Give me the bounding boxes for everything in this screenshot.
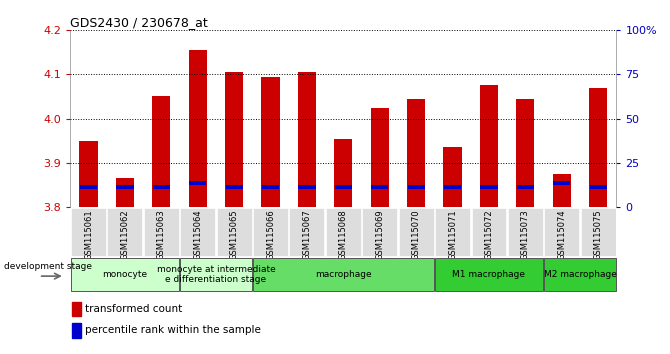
FancyBboxPatch shape (581, 207, 616, 256)
Bar (189, 50, 207, 207)
Bar (480, 85, 498, 207)
Bar (589, 87, 607, 207)
Bar (553, 174, 571, 207)
Bar (517, 185, 534, 189)
Text: monocyte: monocyte (103, 270, 147, 279)
Bar (116, 178, 134, 207)
FancyBboxPatch shape (144, 207, 179, 256)
Bar (262, 185, 279, 189)
Text: GDS2430 / 230678_at: GDS2430 / 230678_at (70, 16, 208, 29)
FancyBboxPatch shape (362, 207, 397, 256)
Text: GSM115071: GSM115071 (448, 210, 457, 260)
Text: GSM115063: GSM115063 (157, 210, 166, 260)
Bar (444, 147, 462, 207)
FancyBboxPatch shape (508, 207, 543, 256)
Text: M2 macrophage: M2 macrophage (543, 270, 616, 279)
Bar (261, 76, 279, 207)
Bar (225, 72, 243, 207)
Text: GSM115066: GSM115066 (266, 210, 275, 260)
Text: M1 macrophage: M1 macrophage (452, 270, 525, 279)
FancyBboxPatch shape (289, 207, 324, 256)
FancyBboxPatch shape (216, 207, 252, 256)
Bar (407, 99, 425, 207)
Text: monocyte at intermediate
e differentiation stage: monocyte at intermediate e differentiati… (157, 265, 275, 284)
FancyBboxPatch shape (472, 207, 507, 256)
FancyBboxPatch shape (107, 207, 143, 256)
Bar (553, 181, 570, 185)
Text: GSM115065: GSM115065 (230, 210, 239, 260)
Text: GSM115070: GSM115070 (411, 210, 421, 260)
FancyBboxPatch shape (435, 258, 543, 291)
Text: GSM115068: GSM115068 (339, 210, 348, 260)
Bar (407, 185, 425, 189)
FancyBboxPatch shape (253, 207, 288, 256)
Bar (371, 185, 389, 189)
Bar (189, 181, 206, 185)
FancyBboxPatch shape (180, 258, 252, 291)
FancyBboxPatch shape (544, 207, 580, 256)
Bar (226, 185, 243, 189)
Text: GSM115072: GSM115072 (484, 210, 494, 260)
Text: GSM115064: GSM115064 (193, 210, 202, 260)
Bar (72, 323, 81, 338)
Text: transformed count: transformed count (85, 304, 182, 314)
Text: GSM115074: GSM115074 (557, 210, 566, 260)
Text: development stage: development stage (3, 262, 92, 271)
Bar (517, 99, 535, 207)
Text: GSM115067: GSM115067 (302, 210, 312, 260)
Text: macrophage: macrophage (315, 270, 372, 279)
Bar (80, 185, 97, 189)
Text: GSM115062: GSM115062 (121, 210, 129, 260)
FancyBboxPatch shape (399, 207, 433, 256)
Bar (152, 97, 170, 207)
Bar (298, 72, 316, 207)
FancyBboxPatch shape (253, 258, 433, 291)
Bar (371, 108, 389, 207)
Text: percentile rank within the sample: percentile rank within the sample (85, 325, 261, 335)
Text: GSM115061: GSM115061 (84, 210, 93, 260)
Text: GSM115069: GSM115069 (375, 210, 385, 260)
FancyBboxPatch shape (71, 258, 179, 291)
Bar (117, 185, 133, 189)
Bar (72, 302, 81, 316)
Bar (480, 185, 498, 189)
Bar (80, 141, 98, 207)
Bar (334, 138, 352, 207)
FancyBboxPatch shape (326, 207, 361, 256)
Text: GSM115075: GSM115075 (594, 210, 603, 260)
FancyBboxPatch shape (180, 207, 215, 256)
FancyBboxPatch shape (71, 207, 106, 256)
Bar (335, 185, 352, 189)
Bar (444, 185, 461, 189)
Bar (153, 185, 170, 189)
Text: GSM115073: GSM115073 (521, 210, 530, 260)
FancyBboxPatch shape (435, 207, 470, 256)
FancyBboxPatch shape (544, 258, 616, 291)
Bar (590, 185, 607, 189)
Bar (298, 185, 316, 189)
